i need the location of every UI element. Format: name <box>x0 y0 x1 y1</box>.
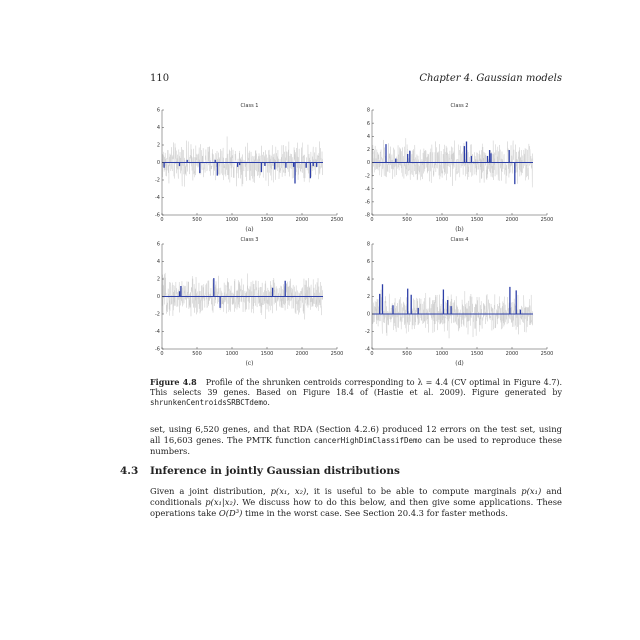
y-tick-label: 4 <box>367 277 370 283</box>
y-tick-label: 0 <box>157 160 160 166</box>
y-tick-label: 4 <box>157 259 160 265</box>
chart-title: Class 2 <box>451 103 469 109</box>
x-tick-label: 500 <box>402 351 412 357</box>
y-tick-label: -6 <box>365 200 370 206</box>
y-tick-label: 2 <box>157 143 160 149</box>
y-tick-label: -4 <box>155 195 160 201</box>
x-tick-label: 1500 <box>471 351 484 357</box>
panel-sublabel: (d) <box>455 360 464 367</box>
figure-label: Figure 4.8 <box>150 377 197 387</box>
x-tick-label: 2500 <box>541 217 554 223</box>
y-tick-label: -4 <box>365 347 370 353</box>
y-tick-label: -2 <box>155 312 160 318</box>
figure-panel-d: Class 4 0 500 1000 1500 2000 2500 -4 -2 0 2 4 6 8 (d) <box>362 236 553 369</box>
y-tick-label: 6 <box>367 259 370 265</box>
section-heading: 4.3 Inference in jointly Gaussian distrib… <box>120 465 400 477</box>
x-tick-label: 1500 <box>261 217 274 223</box>
x-tick-label: 2000 <box>506 217 519 223</box>
figure-panel-a: Class 1 0 500 1000 1500 2000 2500 -6 -4 -2 0 2 4 6 (a) <box>152 102 343 235</box>
x-tick-label: 0 <box>160 217 163 223</box>
x-tick-label: 500 <box>402 217 412 223</box>
x-tick-label: 2000 <box>296 351 309 357</box>
y-tick-label: 8 <box>367 108 370 114</box>
chart-svg: Class 2 0 500 1000 1500 2000 2500 -8 -6 -4 -2 0 2 4 6 8… <box>365 103 553 233</box>
x-tick-label: 2500 <box>331 217 344 223</box>
x-tick-label: 2000 <box>506 351 519 357</box>
x-tick-label: 1000 <box>226 217 239 223</box>
y-tick-label: 2 <box>367 294 370 300</box>
paragraph-inference: Given a joint distribution, p(x₁, x₂), i… <box>150 486 563 518</box>
chart-svg: Class 3 0 500 1000 1500 2000 2500 -6 -4 -2 0 2 4 6 (c) <box>155 237 343 367</box>
chapter-header: Chapter 4. Gaussian models <box>419 73 562 84</box>
panel-sublabel: (b) <box>455 226 464 233</box>
y-tick-label: -2 <box>365 329 370 335</box>
x-tick-label: 2500 <box>541 351 554 357</box>
y-tick-label: -8 <box>365 213 370 219</box>
chart-svg: Class 4 0 500 1000 1500 2000 2500 -4 -2 0 2 4 6 8 (d) <box>365 237 553 367</box>
y-tick-label: -6 <box>155 347 160 353</box>
x-tick-label: 1500 <box>471 217 484 223</box>
x-tick-label: 500 <box>192 217 202 223</box>
y-tick-label: 2 <box>367 147 370 153</box>
x-tick-label: 1000 <box>436 217 449 223</box>
x-tick-label: 1000 <box>436 351 449 357</box>
y-tick-label: 0 <box>367 160 370 166</box>
y-tick-label: 6 <box>157 242 160 248</box>
y-tick-label: 8 <box>367 242 370 248</box>
y-tick-label: 4 <box>157 125 160 131</box>
chart-title: Class 1 <box>241 103 259 109</box>
y-tick-label: -2 <box>155 178 160 184</box>
chart-svg: Class 1 0 500 1000 1500 2000 2500 -6 -4 -2 0 2 4 6 (a) <box>155 103 343 233</box>
background-profile <box>161 272 324 320</box>
y-tick-label: 4 <box>367 134 370 140</box>
chart-title: Class 3 <box>241 237 259 243</box>
paragraph-results: set, using 6,520 genes, and that RDA (Se… <box>150 424 562 456</box>
x-tick-label: 1000 <box>226 351 239 357</box>
x-tick-label: 0 <box>160 351 163 357</box>
y-tick-label: 6 <box>157 108 160 114</box>
panel-sublabel: (a) <box>245 226 253 233</box>
y-tick-label: 0 <box>157 294 160 300</box>
x-tick-label: 2500 <box>331 351 344 357</box>
section-title: Inference in jointly Gaussian distributi… <box>150 465 400 477</box>
y-tick-label: -6 <box>155 213 160 219</box>
caption-text: Profile of the shrunken centroids corres… <box>150 378 562 397</box>
section-number: 4.3 <box>120 465 139 477</box>
y-tick-label: 6 <box>367 121 370 127</box>
y-tick-label: -4 <box>365 186 370 192</box>
x-tick-label: 0 <box>370 217 373 223</box>
caption-code: shrunkenCentroidsSRBCTdemo <box>150 398 268 407</box>
page-number: 110 <box>150 73 170 84</box>
y-tick-label: -4 <box>155 329 160 335</box>
panel-sublabel: (c) <box>245 360 253 367</box>
figure-panel-c: Class 3 0 500 1000 1500 2000 2500 -6 -4 -2 0 2 4 6 (c) <box>152 236 343 369</box>
figure-caption: Figure 4.8 Profile of the shrunken centr… <box>150 377 562 407</box>
y-tick-label: 0 <box>367 312 370 318</box>
y-tick-label: 2 <box>157 277 160 283</box>
code-function-name: cancerHighDimClassifDemo <box>313 436 423 445</box>
x-tick-label: 0 <box>370 351 373 357</box>
figure-panel-b: Class 2 0 500 1000 1500 2000 2500 -8 -6 -4 -2 0 2 4 6 8… <box>362 102 553 235</box>
x-tick-label: 2000 <box>296 217 309 223</box>
y-tick-label: -2 <box>365 173 370 179</box>
x-tick-label: 1500 <box>261 351 274 357</box>
background-profile <box>161 136 324 187</box>
chart-title: Class 4 <box>451 237 469 243</box>
x-tick-label: 500 <box>192 351 202 357</box>
